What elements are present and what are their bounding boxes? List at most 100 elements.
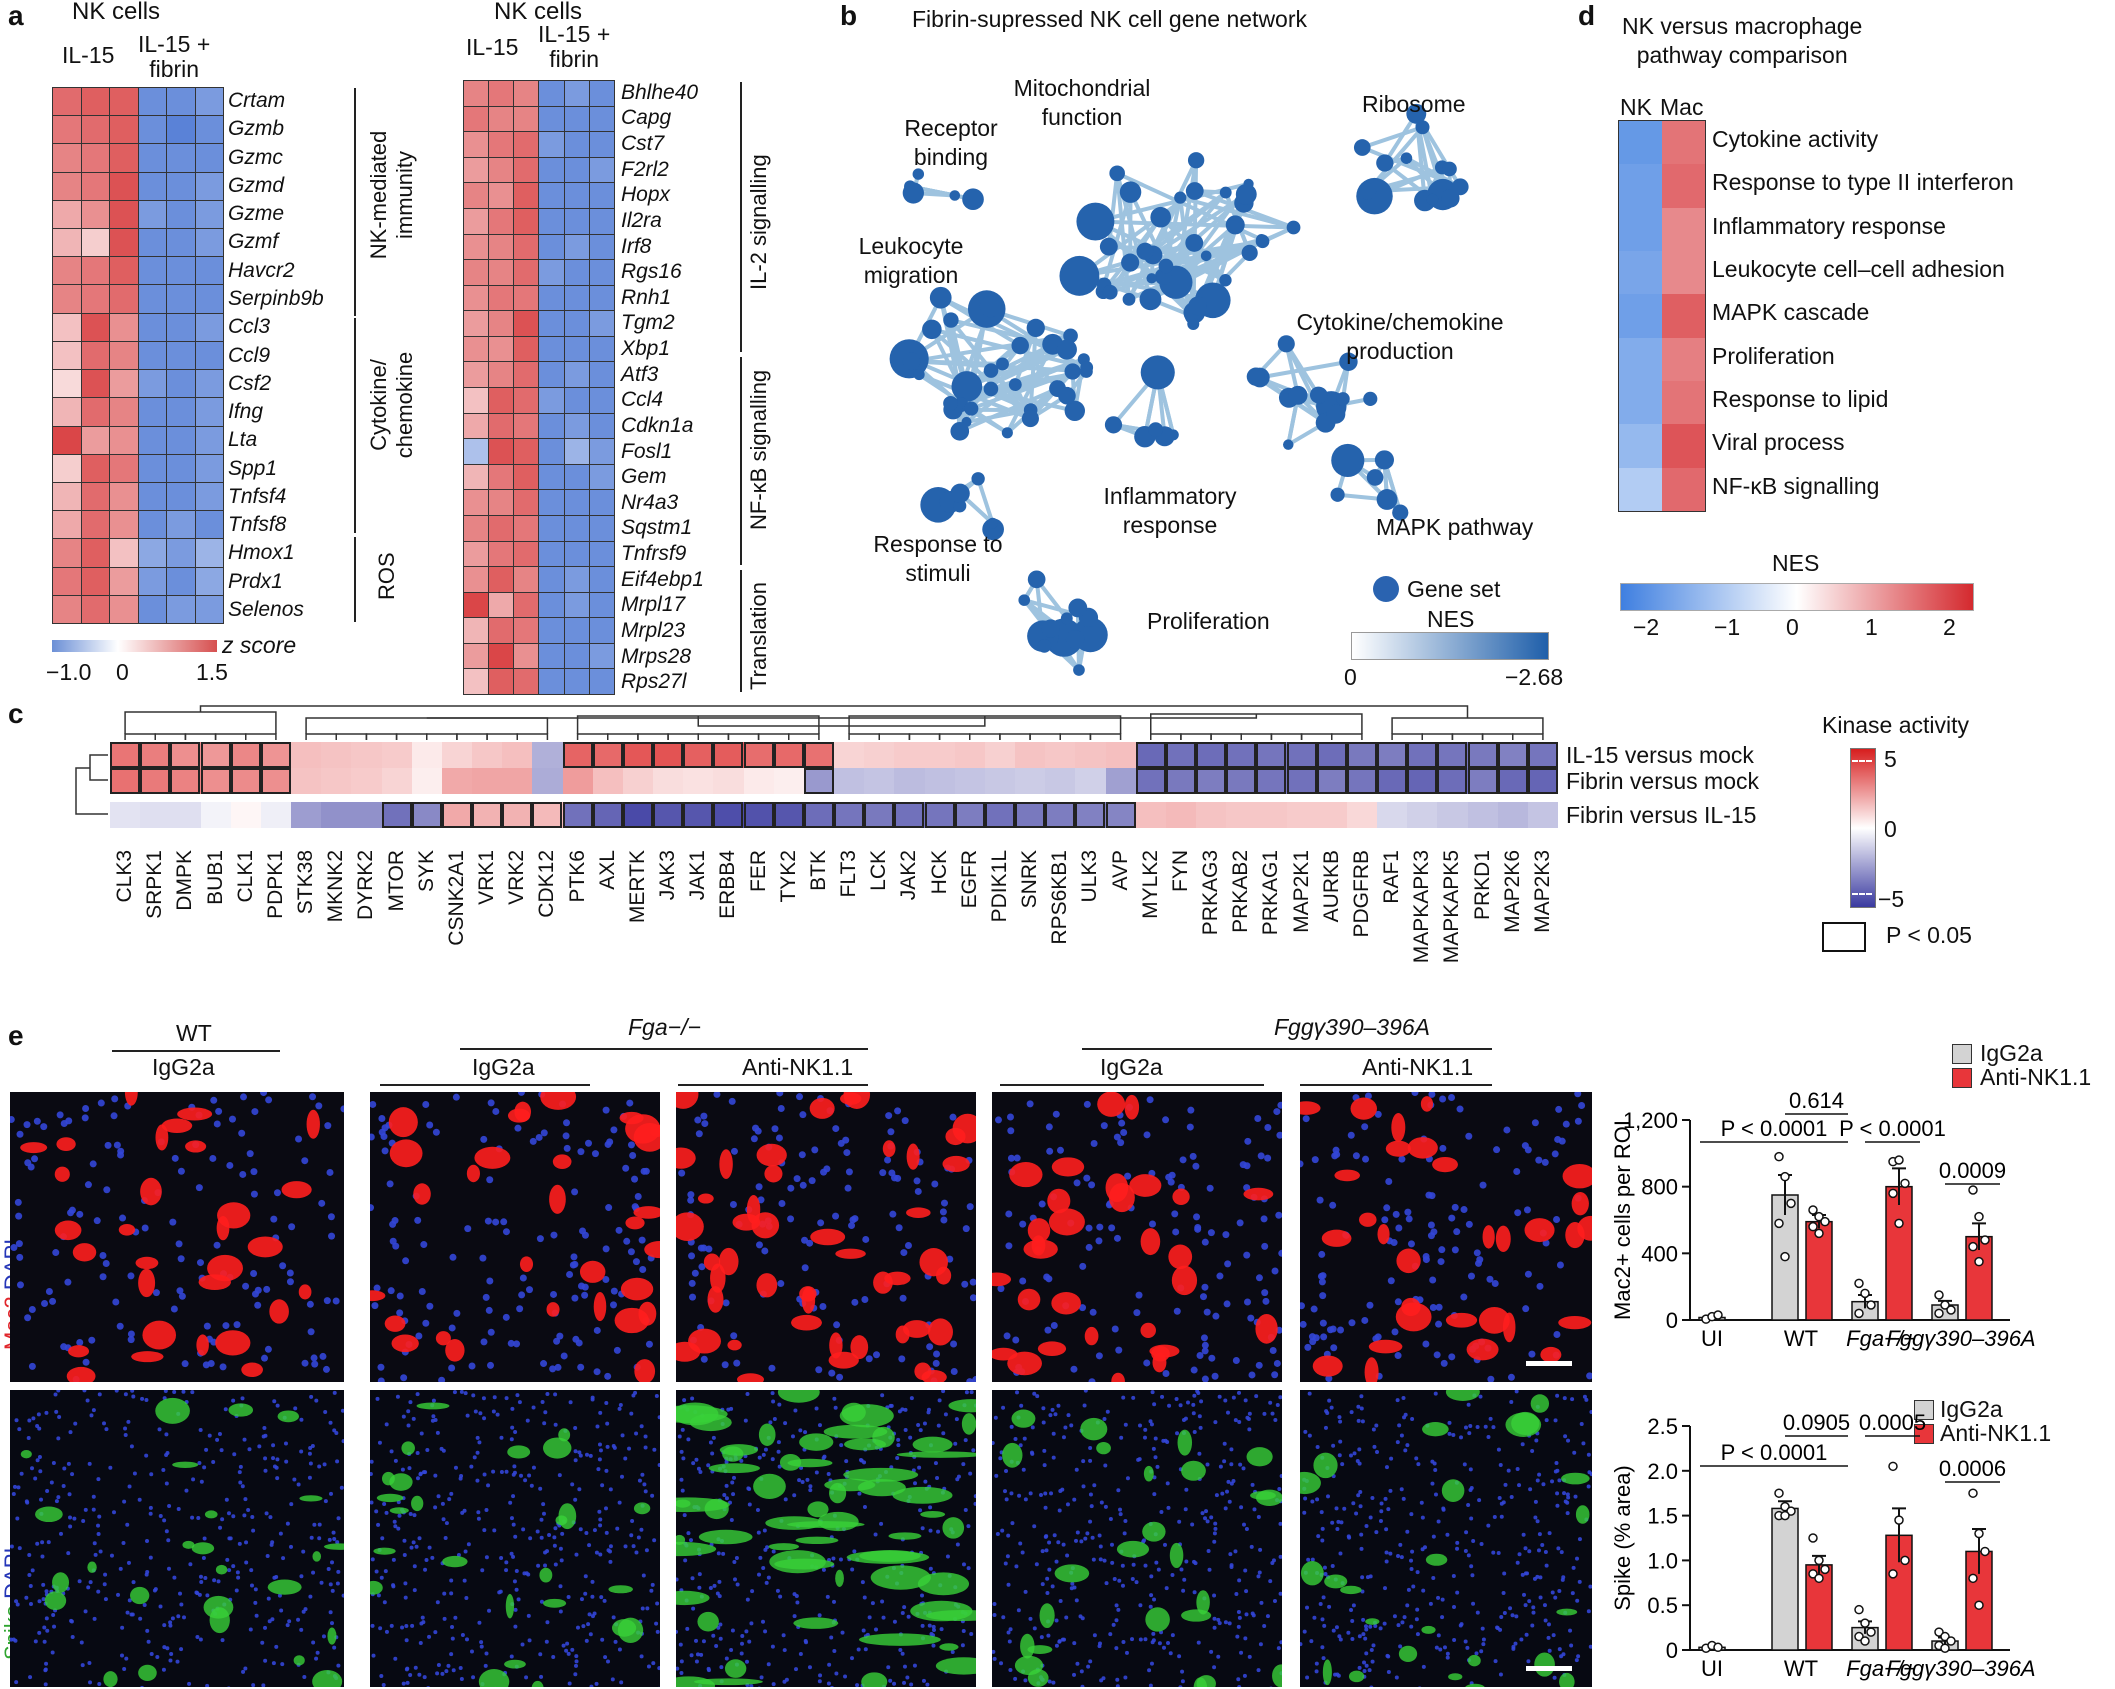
heatmap-cell: [110, 426, 138, 454]
heatmap-cell: [489, 592, 514, 618]
significance-box: [592, 802, 623, 828]
gene-label: Serpinb9b: [228, 286, 324, 310]
heatmap-cell: [167, 172, 195, 200]
significance-box: [260, 742, 291, 768]
network-node: [902, 352, 921, 371]
gene-label: Spp1: [228, 456, 278, 480]
dendro-branch: [607, 733, 639, 740]
dendro-branch: [426, 733, 458, 740]
kinase-label: PDGFRB: [1349, 850, 1373, 938]
kinase-label: PRKAB2: [1229, 850, 1253, 933]
x-tick-label: Fga−/−: [1846, 1656, 1916, 1681]
kinase-label: FLT3: [837, 850, 861, 898]
heatmap-cell: [589, 618, 614, 643]
heatmap-cell: [489, 541, 514, 567]
dendro-branch: [667, 733, 699, 740]
heatmap-cell: [110, 539, 138, 567]
gene-label: Prdx1: [228, 569, 283, 593]
gene-label: Il2ra: [621, 208, 662, 232]
heatmap-cell: [195, 454, 223, 482]
kinase-cell: [954, 802, 986, 828]
data-point: [1934, 1290, 1944, 1300]
micrograph-spike: [1300, 1390, 1592, 1687]
heatmap-cell: [464, 490, 489, 515]
pathway-cell: [1662, 467, 1705, 511]
gene-label: Cst7: [621, 132, 665, 156]
kinase-legend-mid: 0: [1884, 816, 1897, 842]
nes-d-label: NES: [1772, 550, 1820, 576]
network-node: [1255, 234, 1270, 249]
significance-legend-label: P < 0.05: [1886, 922, 1972, 948]
kinase-cell: [1286, 742, 1318, 768]
heatmap-cell: [589, 157, 614, 183]
data-point: [1814, 1555, 1824, 1566]
gene-set-legend-circle: [1373, 576, 1399, 602]
heatmap-cell: [514, 413, 539, 439]
kinase-cell: [502, 768, 533, 794]
significance-box: [1467, 768, 1498, 794]
kinase-cell: [1075, 742, 1106, 768]
network-node: [1008, 378, 1022, 392]
significance-box: [1165, 768, 1196, 794]
significance-box: [984, 802, 1015, 828]
group-fga: Fga−/−: [628, 1014, 701, 1040]
significance-box: [622, 742, 653, 768]
gene-label: Crtam: [228, 89, 286, 113]
kinase-cell: [954, 742, 986, 768]
heatmap-cell: [489, 567, 514, 592]
kinase-cell: [713, 742, 744, 768]
group-wt-line: [112, 1050, 280, 1052]
kinase-label: PDIK1L: [987, 850, 1011, 923]
heatmap-cell: [564, 490, 589, 515]
heatmap-cell: [53, 511, 81, 539]
significance-box: [200, 768, 231, 794]
heatmap-cell: [564, 643, 589, 669]
network-node: [1140, 355, 1175, 390]
kinase-cell: [1015, 742, 1046, 768]
heatmap-cell: [514, 208, 539, 234]
heatmap-cell: [464, 81, 489, 106]
kinase-cell: [1346, 742, 1378, 768]
heatmap-cell: [138, 257, 166, 285]
x-tick-label: WT: [1784, 1326, 1818, 1351]
nes-d-tick: 1: [1865, 614, 1878, 640]
data-point: [1946, 1305, 1956, 1315]
heatmap-cell: [138, 595, 166, 623]
significance-box: [1075, 802, 1106, 828]
heatmap-cell: [110, 341, 138, 370]
panel-a-letter: a: [8, 0, 24, 31]
kinase-cell: [1196, 802, 1227, 828]
nes-d-tick: 2: [1943, 614, 1956, 640]
kinase-label: AURKB: [1319, 850, 1343, 923]
heatmap-cell: [539, 311, 564, 336]
network-node: [1001, 427, 1013, 439]
legend-igg-swatch-2: [1914, 1400, 1934, 1420]
significance-box: [954, 802, 985, 828]
heatmap-cell: [110, 88, 138, 116]
heatmap-cell: [589, 464, 614, 490]
kinase-cell: [1527, 768, 1559, 794]
error-bar: [1892, 1167, 1906, 1205]
pathway-cell: [1662, 164, 1705, 208]
data-point: [1774, 1488, 1784, 1498]
gene-label: Gzme: [228, 202, 285, 226]
nes-colorbar-b: [1351, 632, 1549, 660]
significance-box: [1346, 742, 1377, 768]
data-point: [1713, 1642, 1723, 1653]
heatmap-cell: [81, 482, 109, 511]
kinase-cell: [1256, 768, 1287, 794]
legend-igg-swatch-1: [1952, 1044, 1972, 1064]
significance-box: [170, 742, 201, 768]
network-edge: [1143, 190, 1227, 253]
kinase-cell: [532, 742, 563, 768]
x-tick-label: Fggγ390–396A: [1886, 1326, 2035, 1351]
kinase-cell: [622, 742, 654, 768]
micrograph-texture: [676, 1092, 976, 1382]
significance-box: [110, 742, 141, 768]
data-point: [1860, 1618, 1870, 1628]
network-node: [1376, 489, 1398, 510]
micrograph-texture: [992, 1390, 1282, 1687]
kinase-cell: [1346, 768, 1378, 794]
heatmap-a-right-title: NK cells: [494, 0, 583, 25]
legend-nk-swatch-2: [1914, 1424, 1934, 1444]
